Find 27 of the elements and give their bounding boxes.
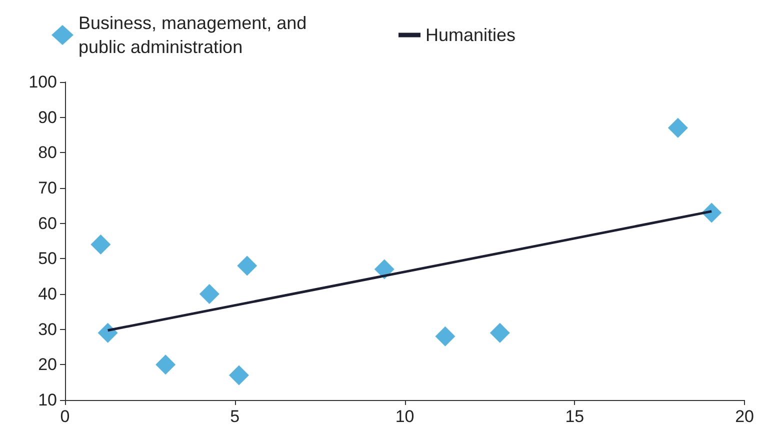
y-tick-label: 50 bbox=[38, 249, 57, 268]
x-tick-label: 10 bbox=[395, 407, 414, 426]
point bbox=[228, 365, 249, 386]
y-tick-label: 90 bbox=[38, 108, 57, 127]
x-tick-label: 20 bbox=[735, 407, 754, 426]
legend-label: Business, management, and public administration bbox=[78, 13, 312, 57]
point bbox=[237, 256, 258, 276]
x-tick-label: 5 bbox=[230, 407, 240, 426]
point bbox=[90, 234, 111, 255]
y-tick-label: 80 bbox=[38, 143, 57, 162]
y-tick-label: 40 bbox=[38, 284, 57, 304]
x-tick-label: 0 bbox=[60, 407, 70, 426]
point bbox=[490, 322, 510, 343]
point bbox=[199, 284, 220, 304]
y-tick-label: 10 bbox=[38, 390, 57, 410]
point bbox=[374, 259, 394, 280]
legend-label: Humanities bbox=[426, 25, 516, 45]
y-tick-label: 20 bbox=[38, 355, 57, 374]
y-tick-label: 60 bbox=[38, 214, 57, 233]
point bbox=[668, 118, 688, 138]
y-tick-label: 30 bbox=[38, 320, 57, 339]
point bbox=[98, 322, 118, 343]
y-tick-label: 70 bbox=[38, 178, 57, 198]
point bbox=[435, 326, 456, 346]
point bbox=[156, 354, 176, 375]
y-tick-label: 100 bbox=[28, 72, 57, 92]
x-tick-label: 15 bbox=[565, 407, 584, 426]
